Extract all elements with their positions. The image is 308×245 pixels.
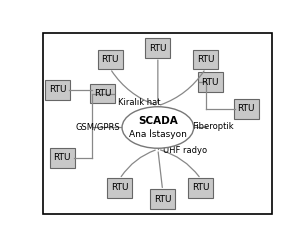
FancyBboxPatch shape [91, 84, 116, 103]
FancyBboxPatch shape [98, 50, 123, 70]
Text: Fiberoptik: Fiberoptik [192, 122, 234, 131]
Text: RTU: RTU [237, 104, 255, 113]
FancyBboxPatch shape [188, 178, 213, 198]
Text: RTU: RTU [154, 195, 171, 204]
Text: GSM/GPRS: GSM/GPRS [75, 122, 120, 131]
Text: RTU: RTU [94, 89, 112, 98]
Text: RTU: RTU [54, 153, 71, 162]
Text: RTU: RTU [197, 55, 214, 64]
FancyBboxPatch shape [150, 189, 175, 209]
Text: RTU: RTU [49, 85, 66, 94]
Text: SCADA: SCADA [138, 116, 178, 126]
FancyBboxPatch shape [45, 80, 70, 100]
FancyBboxPatch shape [193, 50, 218, 70]
Text: RTU: RTU [111, 183, 128, 192]
FancyBboxPatch shape [234, 99, 259, 119]
FancyBboxPatch shape [198, 72, 223, 92]
Text: Kiralık hat: Kiralık hat [119, 98, 161, 107]
FancyBboxPatch shape [107, 178, 132, 198]
Text: RTU: RTU [192, 183, 209, 192]
Text: RTU: RTU [101, 55, 119, 64]
Text: Ana İstasyon: Ana İstasyon [129, 129, 187, 139]
FancyBboxPatch shape [50, 148, 75, 168]
FancyBboxPatch shape [145, 38, 170, 58]
Text: UHF radyo: UHF radyo [163, 146, 207, 155]
Text: RTU: RTU [149, 44, 167, 53]
Text: RTU: RTU [202, 78, 219, 87]
Ellipse shape [122, 107, 194, 148]
